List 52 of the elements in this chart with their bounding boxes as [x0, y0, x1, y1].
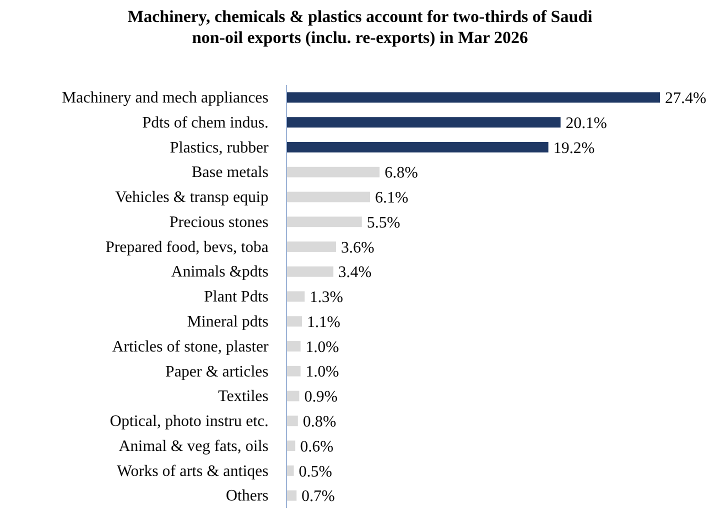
- bar: [287, 242, 336, 252]
- data-label: 1.1%: [306, 314, 340, 331]
- y-tick-label: Others: [226, 488, 268, 505]
- y-tick-label: Prepared food, bevs, toba: [105, 238, 268, 256]
- y-tick-label: Precious stones: [169, 214, 268, 231]
- y-tick-label: Textiles: [218, 388, 268, 406]
- data-label: 5.5%: [366, 214, 400, 232]
- data-label: 20.1%: [566, 114, 607, 132]
- bar: [287, 416, 298, 426]
- y-tick-label: Animal & veg fats, oils: [118, 438, 268, 455]
- data-label: 0.9%: [304, 388, 338, 406]
- bar: [287, 316, 302, 327]
- bar: [287, 490, 297, 501]
- bar: [287, 166, 380, 178]
- bar: [287, 192, 370, 202]
- data-label: 1.0%: [306, 338, 339, 356]
- data-label: 0.7%: [302, 488, 335, 506]
- bar: [287, 440, 296, 452]
- data-label: 27.4%: [665, 90, 706, 108]
- bar: [287, 390, 300, 402]
- data-label: 0.8%: [302, 414, 336, 431]
- chart-title: Machinery, chemicals & plastics account for two-thirds of Saudi non-oil exports (inclu. re-exports) in Mar 2026: [128, 7, 593, 47]
- y-tick-label: Vehicles & transp equip: [115, 189, 268, 206]
- data-label: 6.8%: [384, 164, 418, 182]
- y-tick-label: Animals &pdts: [171, 264, 268, 281]
- bar: [287, 266, 334, 277]
- bar: [287, 366, 301, 376]
- y-tick-label: Works of arts & antiqes: [116, 462, 268, 480]
- data-label: 19.2%: [553, 140, 595, 157]
- y-tick-label: Optical, photo instru etc.: [110, 413, 268, 430]
- y-tick-label: Mineral pdts: [187, 314, 268, 330]
- bar: [287, 117, 561, 128]
- bar: [287, 341, 301, 352]
- y-tick-label: Paper & articles: [165, 363, 268, 380]
- bar: [287, 291, 305, 302]
- bar: [287, 142, 548, 152]
- bar: [287, 465, 294, 476]
- y-tick-label: Plastics, rubber: [170, 139, 270, 156]
- data-label: 0.6%: [300, 438, 334, 456]
- data-label: 1.3%: [310, 289, 344, 306]
- bar: [287, 216, 362, 228]
- data-label: 3.6%: [341, 239, 374, 256]
- y-tick-label: Pdts of chem indus.: [142, 114, 268, 132]
- data-label: 3.4%: [338, 264, 372, 282]
- data-label: 1.0%: [306, 364, 339, 381]
- y-tick-label: Plant Pdts: [204, 288, 268, 306]
- y-tick-label: Base metals: [192, 164, 268, 182]
- y-tick-label: Machinery and mech appliances: [62, 90, 268, 107]
- y-tick-label: Articles of stone, plaster: [112, 338, 270, 356]
- data-label: 0.5%: [298, 463, 332, 480]
- data-label: 6.1%: [375, 190, 408, 207]
- bar: [287, 92, 660, 103]
